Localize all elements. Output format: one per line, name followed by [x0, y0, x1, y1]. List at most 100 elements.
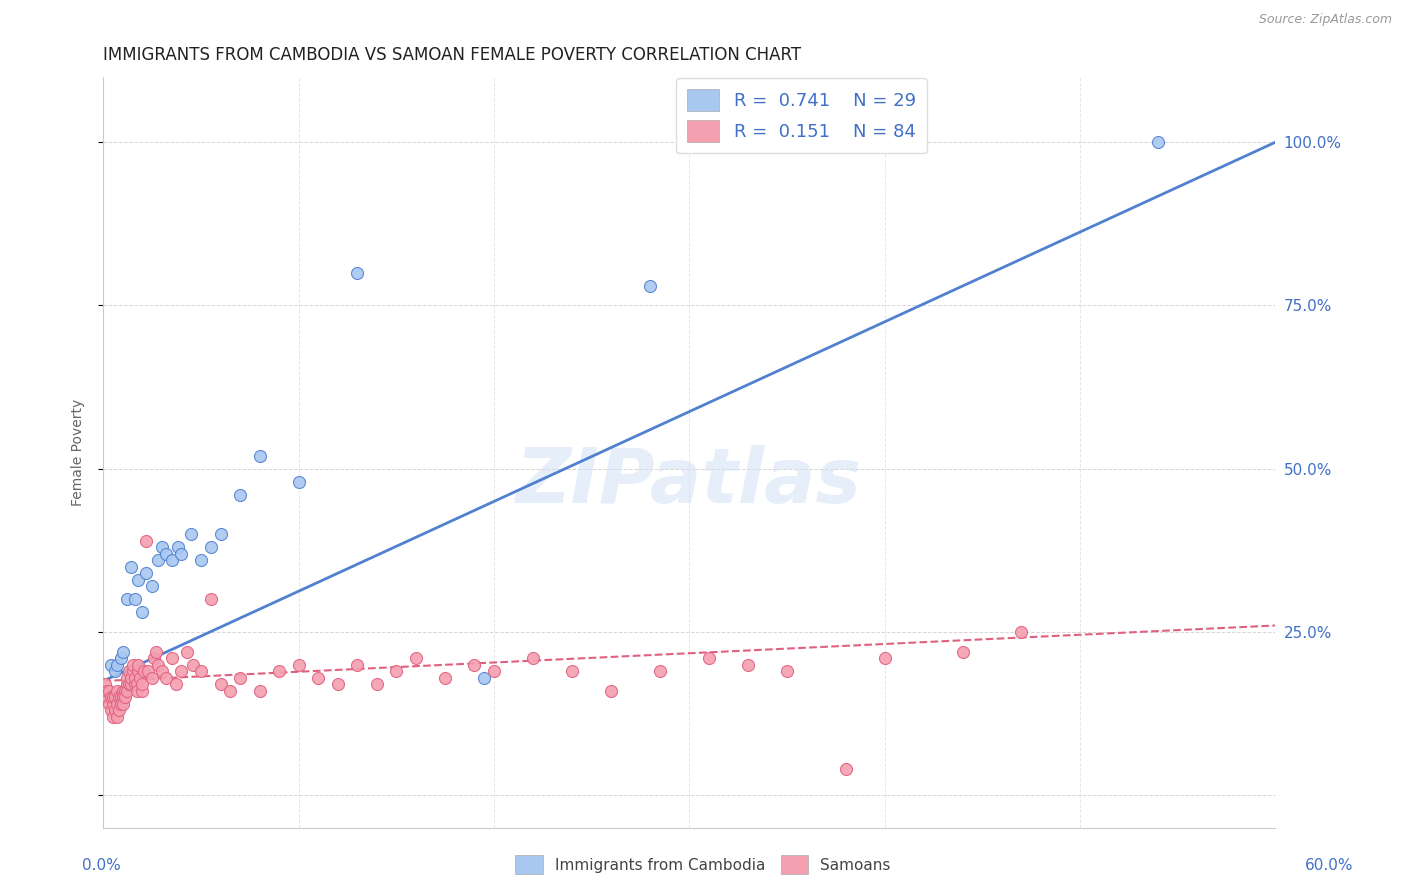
Point	[125, 677, 148, 691]
Point	[127, 664, 149, 678]
Point	[873, 651, 896, 665]
Point	[229, 488, 252, 502]
Point	[952, 644, 974, 658]
Point	[269, 664, 291, 678]
Point	[170, 664, 193, 678]
Point	[249, 683, 271, 698]
Point	[219, 683, 242, 698]
Point	[346, 657, 368, 672]
Text: 60.0%: 60.0%	[1305, 858, 1353, 873]
Point	[100, 657, 122, 672]
Point	[120, 677, 142, 691]
Point	[229, 671, 252, 685]
Point	[114, 690, 136, 705]
Point	[472, 671, 495, 685]
Point	[121, 664, 143, 678]
Point	[146, 657, 169, 672]
Point	[776, 664, 799, 678]
Point	[127, 573, 149, 587]
Point	[737, 657, 759, 672]
Point	[522, 651, 544, 665]
Point	[111, 697, 134, 711]
Point	[120, 671, 142, 685]
Point	[105, 710, 128, 724]
Point	[121, 657, 143, 672]
Text: 0.0%: 0.0%	[82, 858, 121, 873]
Point	[145, 644, 167, 658]
Point	[114, 683, 136, 698]
Y-axis label: Female Poverty: Female Poverty	[72, 399, 86, 506]
Point	[110, 651, 132, 665]
Point	[115, 677, 138, 691]
Text: Source: ZipAtlas.com: Source: ZipAtlas.com	[1258, 13, 1392, 27]
Point	[346, 266, 368, 280]
Point	[648, 664, 671, 678]
Point	[141, 579, 163, 593]
Point	[118, 664, 141, 678]
Point	[366, 677, 388, 691]
Point	[181, 657, 204, 672]
Point	[834, 762, 856, 776]
Point	[124, 677, 146, 691]
Point	[190, 553, 212, 567]
Point	[120, 559, 142, 574]
Point	[249, 449, 271, 463]
Point	[101, 697, 124, 711]
Point	[287, 657, 309, 672]
Point	[110, 690, 132, 705]
Point	[326, 677, 349, 691]
Point	[200, 592, 222, 607]
Point	[165, 677, 187, 691]
Point	[96, 683, 118, 698]
Point	[125, 683, 148, 698]
Point	[170, 547, 193, 561]
Point	[160, 553, 183, 567]
Point	[105, 697, 128, 711]
Point	[101, 710, 124, 724]
Point	[141, 671, 163, 685]
Point	[697, 651, 720, 665]
Text: IMMIGRANTS FROM CAMBODIA VS SAMOAN FEMALE POVERTY CORRELATION CHART: IMMIGRANTS FROM CAMBODIA VS SAMOAN FEMAL…	[103, 46, 801, 64]
Point	[105, 657, 128, 672]
Point	[482, 664, 505, 678]
Point	[200, 540, 222, 554]
Point	[146, 553, 169, 567]
Point	[111, 644, 134, 658]
Point	[405, 651, 427, 665]
Point	[104, 690, 127, 705]
Point	[115, 671, 138, 685]
Point	[136, 664, 159, 678]
Point	[287, 475, 309, 489]
Point	[166, 540, 188, 554]
Point	[124, 592, 146, 607]
Point	[118, 677, 141, 691]
Point	[209, 527, 232, 541]
Point	[124, 671, 146, 685]
Point	[111, 690, 134, 705]
Point	[115, 592, 138, 607]
Point	[640, 278, 662, 293]
Point	[108, 703, 131, 717]
Text: ZIPatlas: ZIPatlas	[516, 445, 862, 519]
Point	[94, 677, 117, 691]
Point	[111, 683, 134, 698]
Point	[150, 540, 173, 554]
Point	[100, 703, 122, 717]
Point	[190, 664, 212, 678]
Point	[131, 677, 153, 691]
Point	[150, 664, 173, 678]
Point	[600, 683, 623, 698]
Point	[155, 671, 177, 685]
Point	[110, 697, 132, 711]
Point	[131, 683, 153, 698]
Point	[127, 657, 149, 672]
Legend: Immigrants from Cambodia, Samoans: Immigrants from Cambodia, Samoans	[509, 849, 897, 880]
Point	[143, 651, 166, 665]
Point	[209, 677, 232, 691]
Point	[434, 671, 457, 685]
Point	[96, 690, 118, 705]
Point	[180, 527, 202, 541]
Point	[463, 657, 485, 672]
Point	[176, 644, 198, 658]
Point	[135, 533, 157, 548]
